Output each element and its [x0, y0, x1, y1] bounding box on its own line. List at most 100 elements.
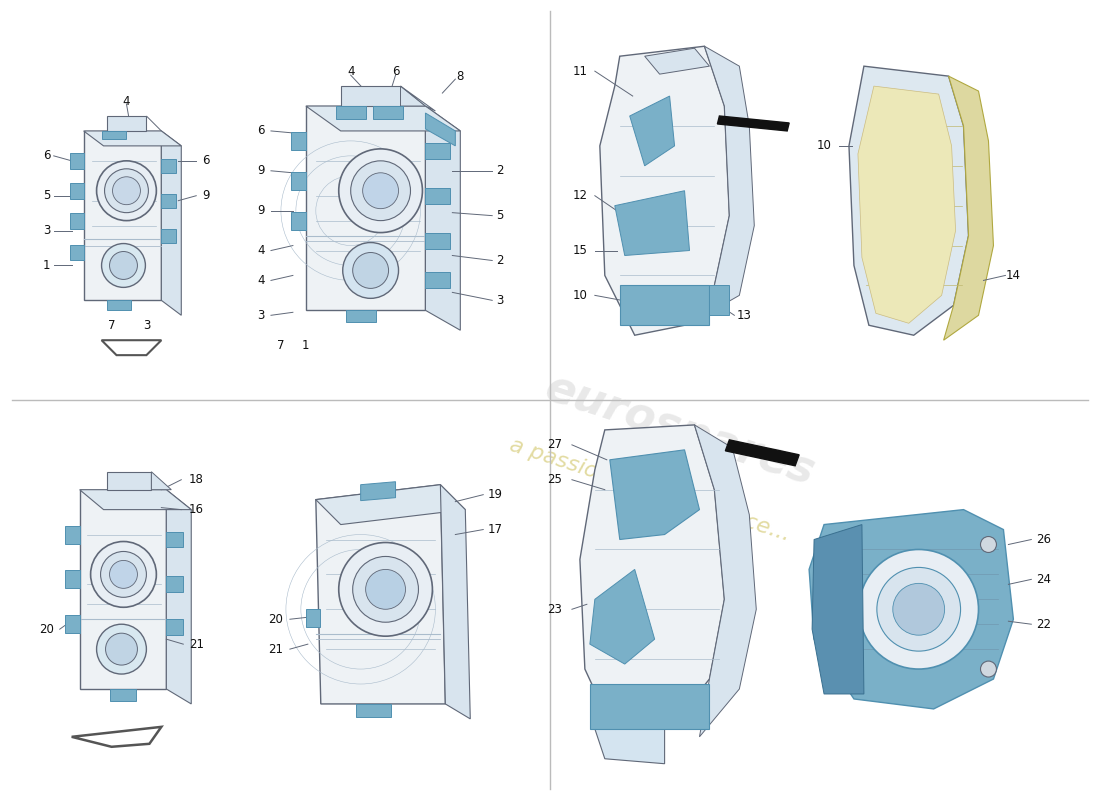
Polygon shape	[426, 143, 450, 159]
Text: 18: 18	[189, 474, 204, 486]
Polygon shape	[69, 213, 84, 229]
Circle shape	[90, 542, 156, 607]
Circle shape	[859, 550, 979, 669]
Text: a passion for parts since...: a passion for parts since...	[507, 434, 793, 545]
Polygon shape	[290, 212, 306, 230]
Circle shape	[365, 570, 406, 610]
Circle shape	[110, 561, 138, 588]
Text: 6: 6	[257, 125, 265, 138]
Circle shape	[353, 557, 418, 622]
Polygon shape	[290, 132, 306, 150]
Text: 25: 25	[548, 474, 562, 486]
Text: 11: 11	[572, 65, 587, 78]
Text: 8: 8	[456, 70, 464, 82]
Polygon shape	[645, 48, 710, 74]
Polygon shape	[162, 131, 182, 315]
Text: 20: 20	[268, 613, 284, 626]
Polygon shape	[162, 229, 176, 242]
Text: 4: 4	[257, 274, 265, 287]
Circle shape	[106, 633, 138, 665]
Text: 20: 20	[40, 622, 54, 636]
Polygon shape	[290, 172, 306, 190]
Polygon shape	[316, 485, 465, 525]
Text: 9: 9	[202, 190, 210, 202]
Circle shape	[339, 149, 422, 233]
Circle shape	[343, 242, 398, 298]
Text: 27: 27	[548, 438, 562, 451]
Text: 21: 21	[268, 642, 284, 656]
Polygon shape	[426, 273, 450, 288]
Circle shape	[877, 567, 960, 651]
Polygon shape	[166, 490, 191, 704]
Polygon shape	[426, 113, 455, 146]
Circle shape	[101, 243, 145, 287]
Text: 6: 6	[43, 150, 51, 162]
Polygon shape	[166, 531, 184, 547]
Text: 2: 2	[496, 164, 504, 178]
Polygon shape	[426, 233, 450, 249]
Polygon shape	[79, 490, 191, 510]
Polygon shape	[152, 472, 172, 490]
Circle shape	[363, 173, 398, 209]
Text: 6: 6	[202, 154, 210, 167]
Circle shape	[980, 661, 997, 677]
Polygon shape	[426, 188, 450, 204]
Polygon shape	[84, 131, 162, 300]
Polygon shape	[694, 425, 757, 737]
Text: 24: 24	[1036, 573, 1050, 586]
Circle shape	[112, 177, 141, 205]
Text: 19: 19	[487, 488, 503, 501]
Text: 3: 3	[43, 224, 51, 237]
Polygon shape	[600, 46, 729, 335]
Text: 5: 5	[496, 209, 504, 222]
Circle shape	[893, 583, 945, 635]
Polygon shape	[101, 340, 162, 355]
Text: 5: 5	[43, 190, 51, 202]
Polygon shape	[426, 106, 460, 330]
Polygon shape	[166, 576, 184, 592]
Polygon shape	[717, 116, 789, 131]
Text: 3: 3	[496, 294, 504, 307]
Text: 14: 14	[1005, 269, 1021, 282]
Polygon shape	[615, 190, 690, 255]
Text: 1: 1	[43, 259, 51, 272]
Circle shape	[100, 551, 146, 598]
Polygon shape	[162, 194, 176, 208]
Polygon shape	[341, 86, 400, 106]
Polygon shape	[440, 485, 471, 719]
Polygon shape	[849, 66, 968, 335]
Polygon shape	[336, 106, 365, 119]
Circle shape	[353, 253, 388, 288]
Text: 1: 1	[302, 338, 309, 352]
Polygon shape	[146, 116, 162, 131]
Polygon shape	[69, 182, 84, 198]
Polygon shape	[306, 610, 320, 627]
Polygon shape	[345, 310, 375, 322]
Polygon shape	[65, 526, 79, 543]
Polygon shape	[162, 159, 176, 173]
Text: 17: 17	[487, 523, 503, 536]
Polygon shape	[595, 729, 664, 764]
Polygon shape	[710, 286, 729, 315]
Circle shape	[97, 624, 146, 674]
Polygon shape	[72, 727, 162, 746]
Polygon shape	[400, 86, 436, 111]
Polygon shape	[69, 153, 84, 169]
Text: 21: 21	[189, 638, 204, 650]
Text: 10: 10	[816, 139, 832, 152]
Text: 26: 26	[1036, 533, 1050, 546]
Text: 3: 3	[257, 309, 265, 322]
Circle shape	[980, 537, 997, 553]
Text: eurospares: eurospares	[539, 366, 820, 494]
Circle shape	[339, 542, 432, 636]
Polygon shape	[65, 570, 79, 588]
Polygon shape	[373, 106, 403, 119]
Polygon shape	[107, 300, 132, 310]
Polygon shape	[944, 76, 993, 340]
Polygon shape	[725, 440, 799, 466]
Text: 16: 16	[189, 503, 204, 516]
Polygon shape	[590, 570, 654, 664]
Polygon shape	[355, 704, 390, 717]
Polygon shape	[107, 116, 146, 131]
Polygon shape	[69, 245, 84, 261]
